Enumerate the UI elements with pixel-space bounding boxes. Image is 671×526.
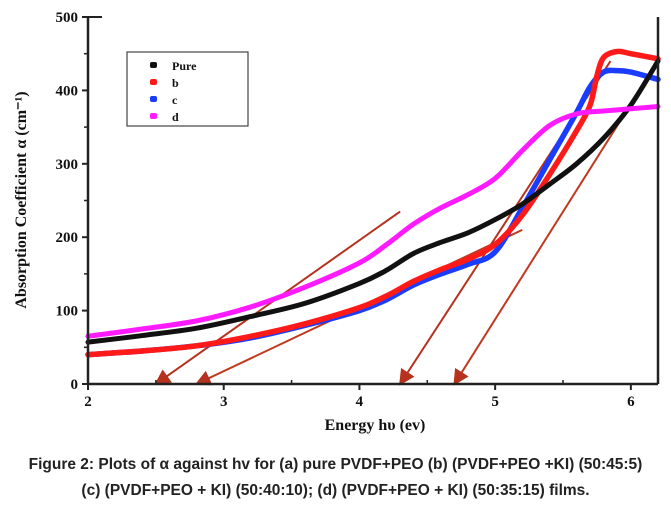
legend-marker-c <box>150 96 157 102</box>
legend-marker-b <box>150 79 157 85</box>
legend-marker-pure <box>150 62 157 68</box>
axes: 0 100 200 300 400 500 2 3 4 5 6 <box>56 10 660 410</box>
y-axis-title: Absorption Coefficient α (cm⁻¹) <box>13 91 30 308</box>
legend-label-pure: Pure <box>172 59 197 73</box>
x-tick-label: 6 <box>627 394 635 410</box>
figure-caption: Figure 2: Plots of α against hv for (a) … <box>0 452 671 504</box>
x-tick-label: 3 <box>220 394 228 410</box>
caption-line-2: (c) (PVDF+PEO + KI) (50:40:10); (d) (PVD… <box>81 482 590 499</box>
legend-label-d: d <box>172 110 179 124</box>
y-tick-label: 200 <box>56 230 79 246</box>
caption-line-1: Figure 2: Plots of α against hv for (a) … <box>28 456 643 473</box>
x-tick-label: 5 <box>491 394 499 410</box>
y-tick-label: 400 <box>56 83 79 99</box>
series-lines <box>85 48 661 358</box>
y-tick-label: 300 <box>56 157 79 173</box>
legend-marker-d <box>150 113 157 119</box>
absorption-chart: 0 100 200 300 400 500 2 3 4 5 6 Pure bcd Energy hυ … <box>13 10 661 434</box>
x-tick-label: 4 <box>356 394 364 410</box>
x-axis-title: Energy hυ (ev) <box>325 417 426 434</box>
y-tick-label: 500 <box>56 10 79 26</box>
legend-label-b: b <box>172 76 179 90</box>
legend-label-c: c <box>172 93 178 107</box>
legend-box <box>126 51 249 127</box>
y-tick-label: 100 <box>56 304 79 320</box>
x-tick-label: 2 <box>84 394 92 410</box>
legend: Pure bcd <box>126 51 249 127</box>
series-line-b <box>85 48 661 358</box>
y-tick-label: 0 <box>71 377 79 393</box>
